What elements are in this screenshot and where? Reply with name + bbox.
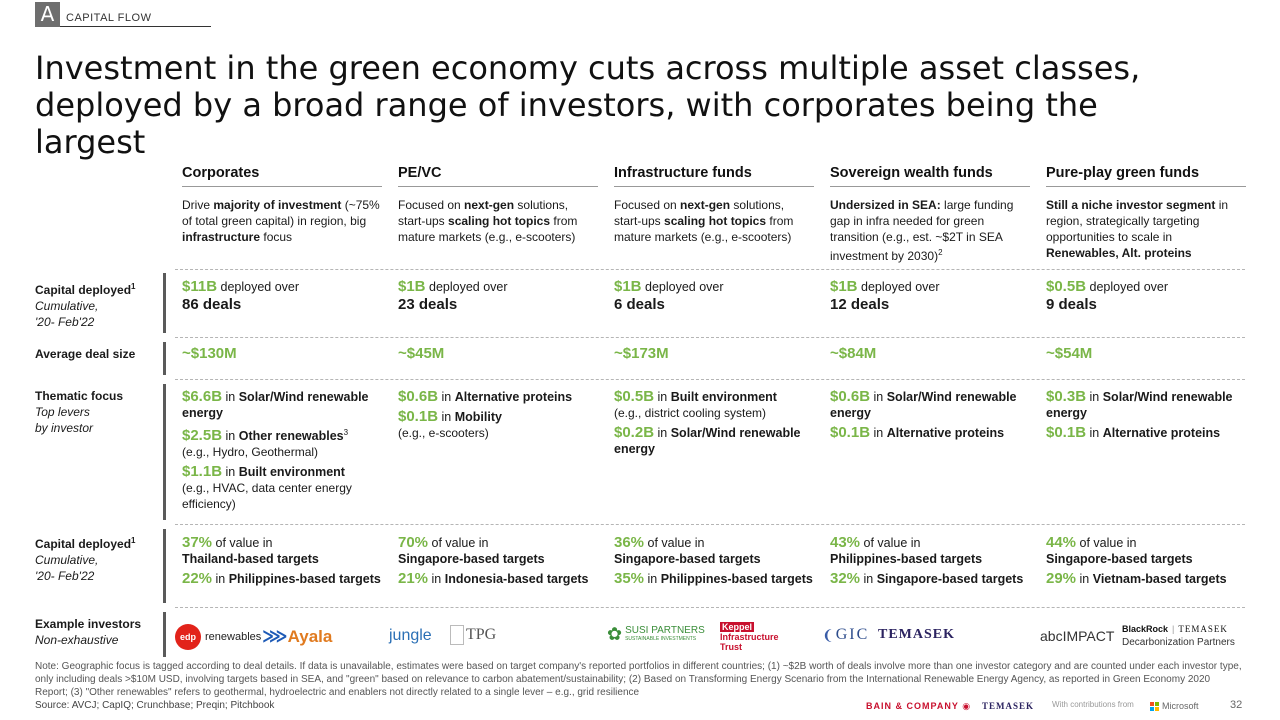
thematic-cell-pevc: $0.6B in Alternative proteins $0.1B in M…: [398, 389, 603, 445]
row-label-capital-deployed-geo: Capital deployed1 Cumulative, '20- Feb'2…: [35, 536, 136, 583]
bain-logo: BAIN & COMPANY ◉: [866, 701, 972, 711]
thematic-item: $2.5B in Other renewables3 (e.g., Hydro, …: [182, 427, 349, 460]
thematic-item: $6.6B in Solar/Wind renewable energy: [182, 388, 369, 421]
thematic-item: $1.1B in Built environment (e.g., HVAC, d…: [182, 463, 352, 512]
column-description-pevc: Focused on next-gen solutions, start-ups…: [398, 198, 578, 244]
column-description-corporates: Drive majority of investment (~75% of to…: [182, 198, 380, 244]
contributions-text: With contributions from: [1052, 700, 1134, 709]
row-label-average-deal-size: Average deal size: [35, 347, 136, 361]
gic-mark-icon: ❨: [822, 626, 834, 643]
section-name: CAPITAL FLOW: [60, 12, 212, 27]
column-header-corporates: Corporates: [182, 165, 382, 187]
column-header-pureplay: Pure-play green funds: [1046, 165, 1246, 187]
thematic-cell-infrastructure: $0.5B in Built environment (e.g., distric…: [614, 389, 819, 461]
row-label-example-investors: Example investors Non-exhaustive: [35, 617, 142, 647]
bain-circle-icon: ◉: [962, 701, 972, 711]
capital-cell-infrastructure: $1B deployed over 6 deals: [614, 278, 724, 314]
row-divider: [175, 269, 1245, 270]
row-bar: [163, 529, 166, 603]
column-header-infrastructure: Infrastructure funds: [614, 165, 814, 187]
logo-tpg: TPG: [450, 625, 496, 645]
tpg-wordmark: TPG: [466, 626, 497, 643]
temasek-small-wordmark: TEMASEK: [1178, 624, 1228, 634]
logo-decarbonization-partners: BlackRock | TEMASEK Decarbonization Part…: [1122, 624, 1235, 648]
microsoft-logo: Microsoft: [1150, 701, 1199, 711]
capital-cell-corporates: $11B deployed over 86 deals: [182, 278, 300, 314]
section-letter: A: [35, 2, 60, 27]
keppel-trust-text: Trust: [720, 642, 743, 652]
logo-jungle: jungle: [389, 627, 432, 645]
row-bar: [163, 384, 166, 520]
row-divider: [175, 524, 1245, 525]
thematic-cell-sovereign: $0.6B in Solar/Wind renewable energy $0.…: [830, 389, 1035, 445]
logo-susi-partners: ✿ SUSI PARTNERS SUSTAINABLE INVESTMENTS: [607, 624, 705, 645]
row-label-thematic-focus: Thematic focus Top levers by investor: [35, 389, 124, 435]
row-divider: [175, 607, 1245, 608]
tpg-mark-icon: [450, 625, 464, 645]
logo-temasek: TEMASEK: [878, 627, 955, 643]
thematic-item: $0.1B in Alternative proteins: [830, 424, 1005, 441]
geo-cell-corporates: 37% of value in Thailand-based targets 22…: [182, 534, 381, 587]
susi-tagline: SUSTAINABLE INVESTMENTS: [625, 635, 697, 642]
abcimpact-wordmark: abcIMPACT: [1040, 628, 1115, 644]
thematic-item: $0.1B in Mobility (e.g., e-scooters): [398, 408, 502, 441]
blackrock-wordmark: BlackRock: [1122, 624, 1169, 634]
column-description-sovereign: Undersized in SEA: large funding gap in …: [830, 198, 1014, 263]
logo-edp-renewables: edp renewables: [175, 624, 261, 650]
page-title: Investment in the green economy cuts acr…: [35, 49, 1141, 161]
row-bar: [163, 612, 166, 657]
capital-cell-pevc: $1B deployed over 23 deals: [398, 278, 508, 314]
decarbonization-wordmark: Decarbonization Partners: [1122, 637, 1235, 648]
susi-wordmark: SUSI PARTNERS: [625, 624, 705, 636]
ayala-wordmark: Ayala: [287, 626, 333, 646]
capital-cell-pureplay: $0.5B deployed over 9 deals: [1046, 278, 1169, 314]
avg-deal-sovereign: ~$84M: [830, 345, 877, 362]
thematic-item: $0.6B in Alternative proteins: [398, 388, 573, 405]
susi-leaf-icon: ✿: [607, 624, 623, 644]
row-label-capital-deployed: Capital deployed1 Cumulative, '20- Feb'2…: [35, 282, 136, 329]
thematic-cell-corporates: $6.6B in Solar/Wind renewable energy $2.…: [182, 389, 387, 516]
row-divider: [175, 379, 1245, 380]
thematic-item: $0.6B in Solar/Wind renewable energy: [830, 388, 1017, 421]
geo-cell-pureplay: 44% of value in Singapore-based targets 2…: [1046, 534, 1227, 587]
avg-deal-corporates: ~$130M: [182, 345, 237, 362]
logo-keppel-infrastructure-trust: Keppel Infrastructure Trust: [720, 622, 779, 652]
column-header-sovereign: Sovereign wealth funds: [830, 165, 1030, 187]
logo-ayala: ⋙ Ayala: [262, 626, 332, 647]
logo-gic: ❨ GIC: [822, 626, 869, 644]
column-description-infrastructure: Focused on next-gen solutions, start-ups…: [614, 198, 794, 244]
geo-cell-pevc: 70% of value in Singapore-based targets 2…: [398, 534, 589, 587]
footnote: Note: Geographic focus is tagged accordi…: [35, 661, 1242, 698]
temasek-footer-logo: TEMASEK: [982, 701, 1035, 711]
capital-cell-sovereign: $1B deployed over 12 deals: [830, 278, 940, 314]
geo-cell-sovereign: 43% of value in Philippines-based targets…: [830, 534, 1024, 587]
renewables-wordmark: renewables: [205, 631, 262, 643]
keppel-wordmark: Keppel: [720, 622, 755, 632]
row-bar: [163, 342, 166, 375]
avg-deal-pureplay: ~$54M: [1046, 345, 1093, 362]
microsoft-icon: [1150, 701, 1159, 711]
row-divider: [175, 337, 1245, 338]
column-header-pevc: PE/VC: [398, 165, 598, 187]
ayala-mark-icon: ⋙: [262, 626, 288, 646]
avg-deal-infrastructure: ~$173M: [614, 345, 669, 362]
edp-logo: edp: [175, 624, 201, 650]
page-number: 32: [1230, 699, 1243, 711]
geo-cell-infrastructure: 36% of value in Singapore-based targets 3…: [614, 534, 813, 587]
thematic-item: $0.1B in Alternative proteins: [1046, 424, 1221, 441]
thematic-item: $0.5B in Built environment (e.g., distric…: [614, 388, 777, 421]
thematic-item: $0.3B in Solar/Wind renewable energy: [1046, 388, 1233, 421]
column-description-pureplay: Still a niche investor segment in region…: [1046, 198, 1229, 260]
temasek-wordmark: TEMASEK: [878, 627, 956, 642]
gic-wordmark: GIC: [835, 626, 870, 643]
section-tag: A CAPITAL FLOW: [35, 2, 212, 27]
thematic-cell-pureplay: $0.3B in Solar/Wind renewable energy $0.…: [1046, 389, 1251, 445]
jungle-wordmark: jungle: [389, 627, 432, 644]
thematic-item: $0.2B in Solar/Wind renewable energy: [614, 424, 801, 457]
row-bar: [163, 273, 166, 333]
source-note: Source: AVCJ; CapIQ; Crunchbase; Preqin;…: [35, 700, 275, 711]
keppel-infrastructure-text: Infrastructure: [720, 632, 779, 642]
avg-deal-pevc: ~$45M: [398, 345, 445, 362]
logo-abc-impact: abcIMPACT: [1040, 628, 1114, 644]
